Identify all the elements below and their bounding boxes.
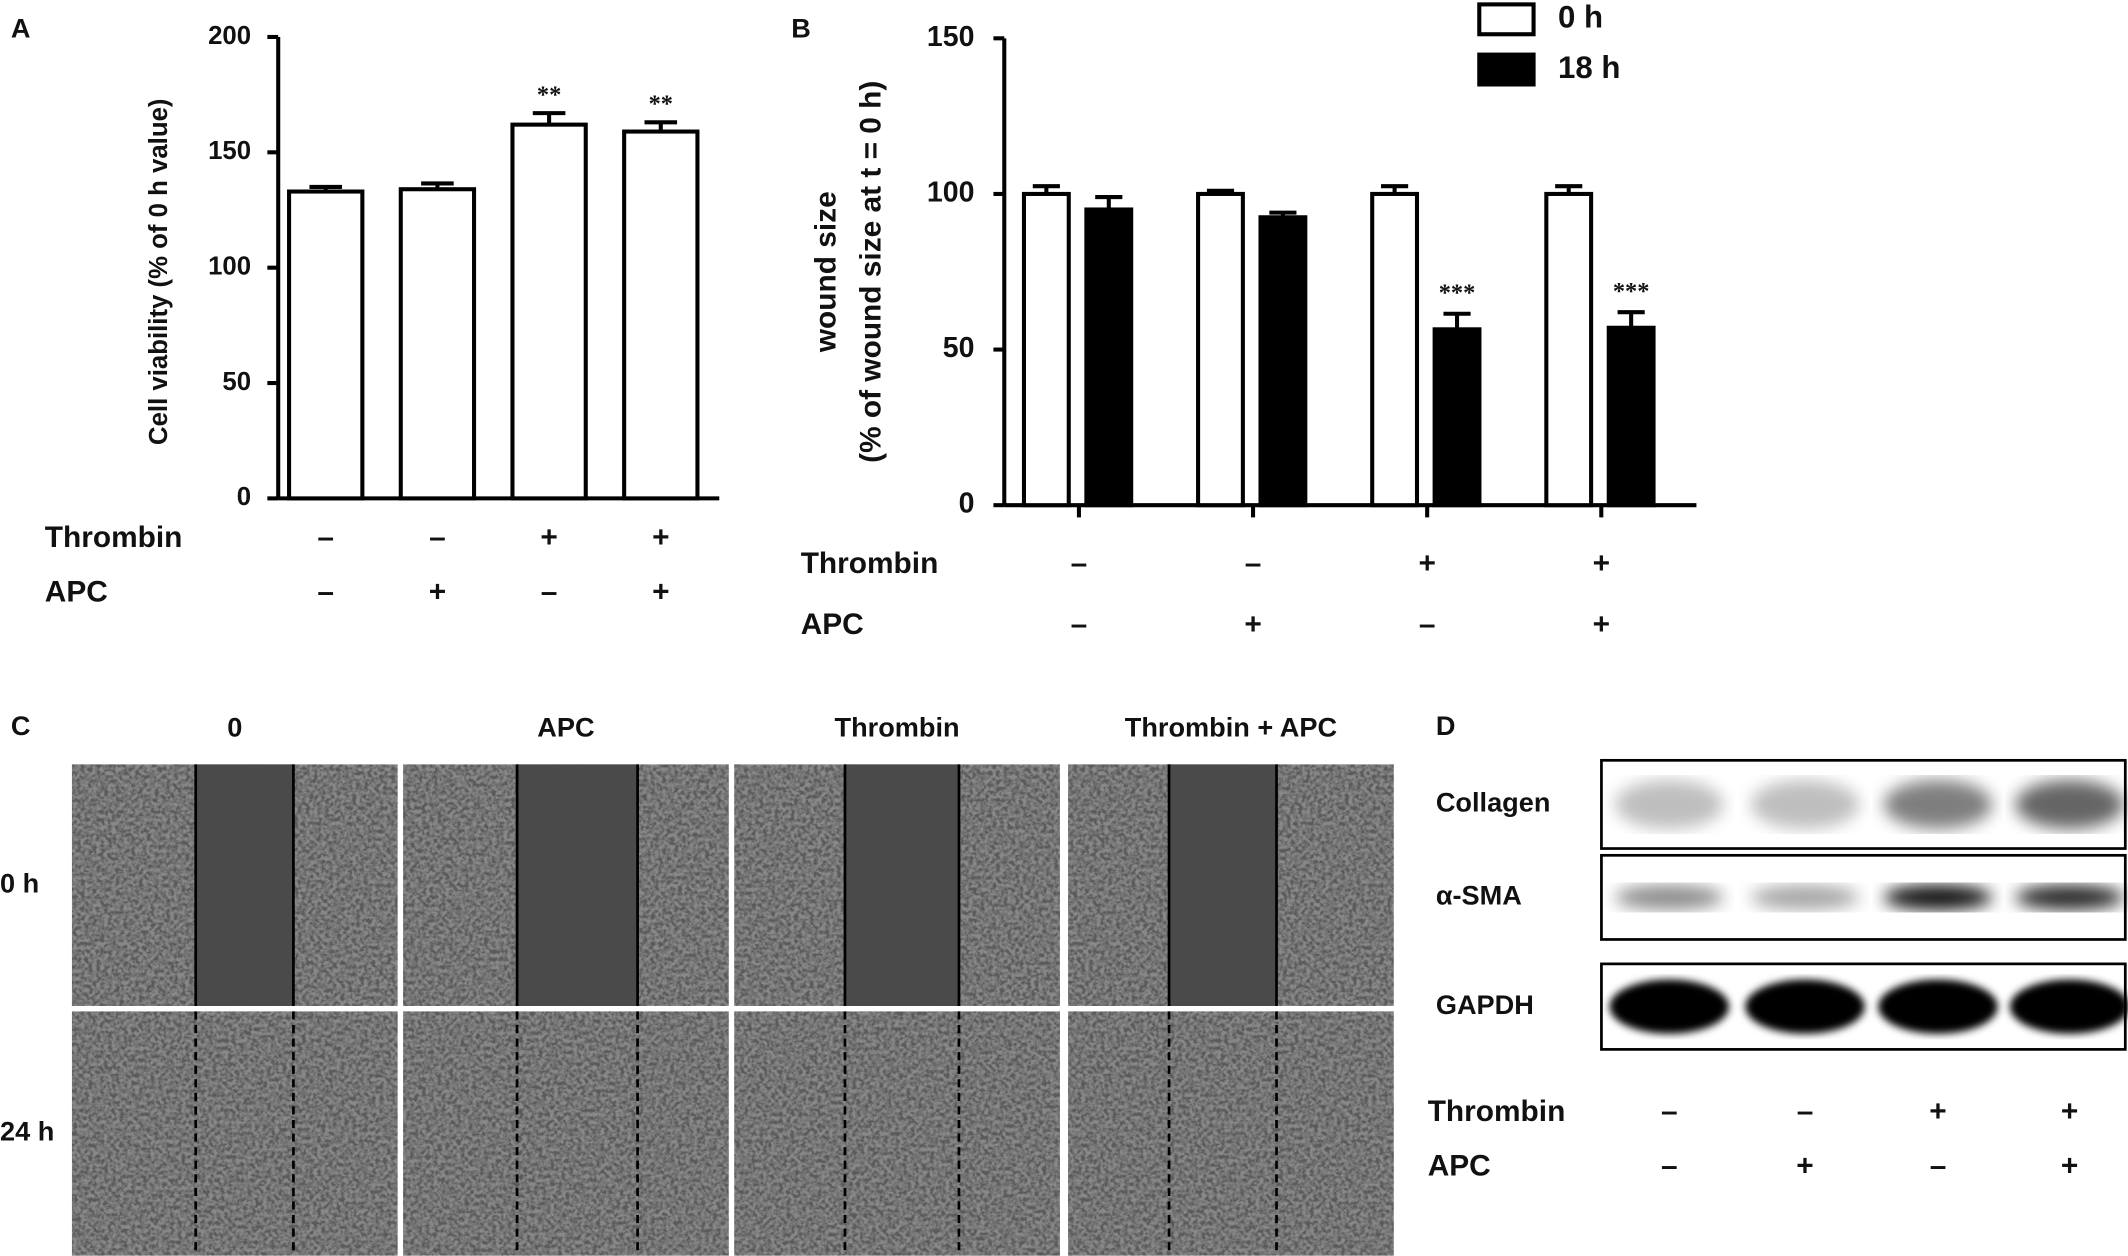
bar xyxy=(1258,215,1308,508)
y-tick-label: 100 xyxy=(927,176,975,208)
factor-level: + xyxy=(1929,1095,1946,1128)
factor-label: APC xyxy=(801,608,864,641)
band xyxy=(1750,885,1860,910)
legend-label: 0 h xyxy=(1558,0,1603,35)
factor-level: + xyxy=(429,575,446,608)
band xyxy=(2009,979,2128,1034)
wound-area xyxy=(517,764,638,1006)
significance: *** xyxy=(1439,279,1476,306)
y-axis-label: (% of wound size at t = 0 h) xyxy=(855,81,888,463)
panel-letter: A xyxy=(11,12,31,43)
factor-level: + xyxy=(1593,547,1610,580)
bar xyxy=(1544,191,1594,508)
factor-level: + xyxy=(1418,547,1435,580)
band xyxy=(1878,979,1998,1034)
y-tick-label: 150 xyxy=(927,21,975,53)
factor-label: APC xyxy=(45,575,108,608)
legend-swatch xyxy=(1477,2,1536,37)
factor-level: – xyxy=(541,575,558,608)
factor-label: Thrombin xyxy=(1428,1095,1566,1128)
bar xyxy=(398,187,477,501)
band xyxy=(1609,979,1729,1034)
column-title: APC xyxy=(537,711,594,742)
factor-level: + xyxy=(2061,1149,2078,1182)
factor-level: – xyxy=(1419,608,1436,641)
panel-letter: B xyxy=(791,12,811,43)
factor-label: APC xyxy=(1428,1149,1491,1182)
factor-level: – xyxy=(429,521,446,554)
factor-level: + xyxy=(540,521,557,554)
band xyxy=(1745,979,1865,1034)
wound-area xyxy=(1169,764,1277,1006)
factor-level: + xyxy=(1593,608,1610,641)
y-tick-label: 100 xyxy=(208,252,251,280)
factor-level: – xyxy=(1661,1149,1678,1182)
significance: ** xyxy=(649,91,673,118)
legend-label: 18 h xyxy=(1558,50,1620,85)
factor-level: – xyxy=(1071,608,1088,641)
wound-area xyxy=(195,764,294,1006)
bar xyxy=(287,189,365,501)
factor-level: + xyxy=(652,575,669,608)
factor-level: – xyxy=(1071,547,1088,580)
row-label: 24 h xyxy=(0,1116,54,1147)
significance: ** xyxy=(537,81,561,108)
column-title: Thrombin xyxy=(835,711,960,742)
band-label: Collagen xyxy=(1436,787,1551,818)
significance: *** xyxy=(1613,278,1650,305)
column-title: 0 xyxy=(227,711,242,742)
band xyxy=(2015,885,2124,910)
row-label: 0 h xyxy=(0,867,39,898)
factor-label: Thrombin xyxy=(801,547,939,580)
factor-level: + xyxy=(652,521,669,554)
micrograph xyxy=(1068,1011,1394,1256)
band xyxy=(1615,780,1724,829)
band xyxy=(1883,780,1993,829)
factor-level: + xyxy=(2061,1095,2078,1128)
y-tick-label: 150 xyxy=(208,137,251,165)
band xyxy=(1615,885,1724,910)
factor-level: – xyxy=(317,575,334,608)
bar xyxy=(1196,191,1245,508)
factor-level: – xyxy=(1930,1149,1947,1182)
factor-level: – xyxy=(1661,1095,1678,1128)
factor-level: – xyxy=(1797,1095,1814,1128)
band-label: α-SMA xyxy=(1436,880,1522,911)
bar xyxy=(622,129,700,501)
factor-label: Thrombin xyxy=(45,521,183,554)
y-tick-label: 50 xyxy=(943,332,975,364)
wound-area xyxy=(844,764,959,1006)
micrograph xyxy=(403,1011,729,1256)
band-label: GAPDH xyxy=(1436,989,1534,1020)
y-tick-label: 200 xyxy=(208,22,251,50)
y-tick-label: 50 xyxy=(222,368,251,396)
micrograph xyxy=(71,1011,398,1256)
bar xyxy=(1370,191,1420,508)
micrograph xyxy=(734,1011,1060,1256)
panel-letter: C xyxy=(11,710,31,741)
bar xyxy=(1021,191,1071,508)
factor-level: + xyxy=(1796,1149,1813,1182)
legend-swatch xyxy=(1477,52,1536,87)
y-tick-label: 0 xyxy=(237,483,251,511)
y-axis-label: Cell viability (% of 0 h value) xyxy=(145,98,173,445)
column-title: Thrombin + APC xyxy=(1125,711,1337,742)
bar xyxy=(510,122,588,501)
y-tick-label: 0 xyxy=(959,488,975,520)
bar xyxy=(1432,327,1482,508)
y-axis-label: wound size xyxy=(810,191,843,353)
bar xyxy=(1084,207,1134,508)
band xyxy=(2015,780,2124,829)
bar xyxy=(1606,325,1656,508)
factor-level: + xyxy=(1244,608,1261,641)
factor-level: – xyxy=(317,521,334,554)
band xyxy=(1883,885,1993,910)
panel-letter: D xyxy=(1436,710,1456,741)
band xyxy=(1750,780,1860,829)
factor-level: – xyxy=(1245,547,1262,580)
